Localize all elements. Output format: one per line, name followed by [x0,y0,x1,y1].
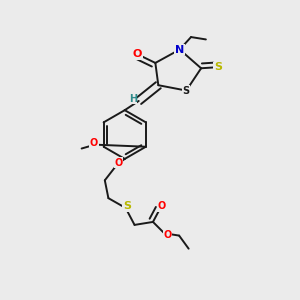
Text: H: H [129,94,137,103]
Text: S: S [183,85,190,96]
Text: O: O [133,49,142,59]
Text: O: O [115,158,123,168]
Text: O: O [158,202,166,212]
Text: S: S [123,202,131,212]
Text: N: N [175,44,184,55]
Text: O: O [163,230,171,240]
Text: S: S [214,62,222,72]
Text: O: O [90,138,98,148]
